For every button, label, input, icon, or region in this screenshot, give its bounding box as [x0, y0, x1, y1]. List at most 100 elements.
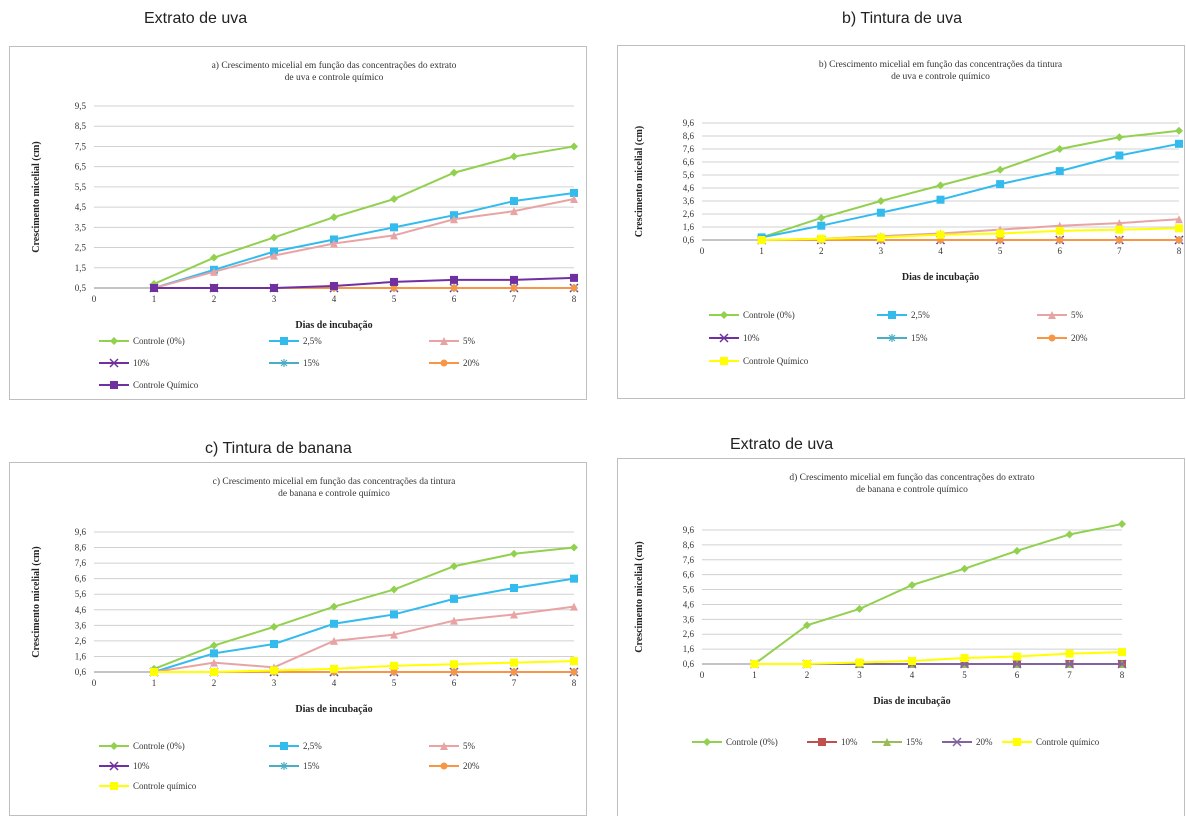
legend-marker: [440, 742, 448, 750]
legend-marker: [883, 738, 891, 746]
legend-entry: Controle (0%): [99, 741, 185, 751]
y-tick-label: 5,5: [75, 182, 87, 192]
x-tick-label: 7: [1067, 670, 1072, 680]
legend-marker: [888, 311, 896, 319]
data-point: [390, 585, 398, 594]
data-point: [270, 247, 278, 256]
data-point: [936, 195, 945, 204]
legend-label: 5%: [1071, 310, 1084, 320]
data-point: [1118, 520, 1126, 529]
x-tick-label: 1: [152, 678, 157, 688]
x-tick-label: 2: [819, 246, 824, 256]
data-point: [510, 275, 518, 284]
data-point: [1055, 167, 1064, 176]
legend-label: 10%: [743, 333, 760, 343]
legend-marker: [109, 358, 119, 368]
data-point: [270, 233, 278, 242]
legend-marker: [440, 762, 448, 770]
data-point: [960, 654, 969, 663]
legend-label: Controle (0%): [726, 737, 778, 747]
legend-label: 20%: [976, 737, 993, 747]
series-1: [150, 142, 578, 288]
x-tick-label: 1: [152, 294, 157, 304]
series-7: [757, 224, 1183, 244]
chart-d: d) Crescimento micelial em função das co…: [617, 458, 1185, 821]
legend-marker: [1048, 311, 1056, 319]
x-tick-label: 8: [1177, 246, 1182, 256]
legend-marker: [888, 334, 896, 342]
y-tick-label: 8,6: [683, 131, 695, 141]
x-tick-label: 7: [1117, 246, 1122, 256]
data-point: [876, 197, 885, 205]
legend-entry: 2,5%: [269, 336, 322, 346]
y-tick-label: 6,5: [75, 162, 87, 172]
legend-entry: 15%: [877, 333, 928, 343]
data-point: [210, 641, 218, 650]
legend-label: Controle Químico: [133, 380, 199, 390]
data-point: [210, 668, 218, 676]
legend-marker: [280, 742, 288, 750]
data-point: [1115, 133, 1124, 142]
y-tick-label: 2,6: [683, 209, 695, 219]
data-point: [570, 602, 578, 611]
chart-title-line: de banana e controle químico: [278, 489, 390, 499]
series-line: [153, 577, 575, 673]
chart-panel-d: d) Crescimento micelial em função das co…: [617, 448, 1186, 821]
data-point: [1013, 546, 1021, 555]
y-tick-label: 2,6: [683, 629, 695, 639]
legend-marker: [109, 761, 119, 771]
chart-title-line: de uva e controle químico: [891, 72, 990, 82]
legend-label: Controle (0%): [743, 310, 795, 320]
x-tick-label: 7: [512, 294, 517, 304]
data-point: [570, 574, 578, 583]
x-tick-label: 6: [1058, 246, 1063, 256]
data-point: [570, 668, 578, 676]
legend-entry: 20%: [942, 737, 993, 747]
data-point: [1064, 659, 1075, 669]
y-tick-label: 9,6: [75, 527, 87, 537]
legend-label: 5%: [463, 336, 476, 346]
data-point: [330, 213, 338, 222]
data-point: [390, 284, 398, 292]
data-point: [270, 284, 278, 292]
chart-a: a) Crescimento micelial em função das co…: [9, 46, 587, 400]
data-point: [450, 660, 458, 669]
legend-label: 20%: [463, 761, 480, 771]
data-point: [270, 251, 278, 260]
x-tick-label: 0: [92, 294, 97, 304]
legend-marker: [703, 738, 711, 746]
data-point: [450, 275, 458, 284]
legend-label: 20%: [463, 358, 480, 368]
chart-frame: [9, 46, 587, 400]
data-point: [150, 668, 158, 676]
legend-marker: [720, 357, 728, 365]
legend-marker: [110, 742, 118, 750]
data-point: [510, 549, 518, 558]
data-point: [390, 668, 398, 676]
chart-panel-a: a) Crescimento micelial em função das co…: [9, 46, 587, 400]
y-axis-label: Crescimento micelial (cm): [634, 126, 645, 237]
series-line: [754, 651, 1123, 665]
legend-entry: 10%: [99, 358, 150, 368]
x-tick-label: 4: [332, 294, 337, 304]
legend-entry: 2,5%: [877, 310, 930, 320]
legend-entry: Controle (0%): [692, 737, 778, 747]
data-point: [570, 273, 578, 282]
y-tick-label: 7,6: [683, 555, 695, 565]
data-point: [1056, 236, 1064, 244]
y-tick-label: 8,5: [75, 121, 87, 131]
data-point: [390, 661, 398, 670]
legend-entry: 15%: [269, 761, 320, 771]
x-tick-label: 4: [910, 670, 915, 680]
chart-title-line: b) Crescimento micelial em função das co…: [819, 59, 1063, 70]
series-line: [761, 142, 1180, 239]
data-point: [570, 284, 578, 292]
legend-marker: [1013, 738, 1021, 746]
y-tick-label: 6,6: [75, 574, 87, 584]
legend-entry: Controle químico: [99, 781, 197, 791]
y-tick-label: 8,6: [683, 540, 695, 550]
x-axis-label: Dias de incubação: [295, 704, 372, 715]
data-point: [996, 165, 1005, 174]
x-tick-label: 5: [392, 678, 397, 688]
y-tick-label: 4,6: [683, 183, 695, 193]
